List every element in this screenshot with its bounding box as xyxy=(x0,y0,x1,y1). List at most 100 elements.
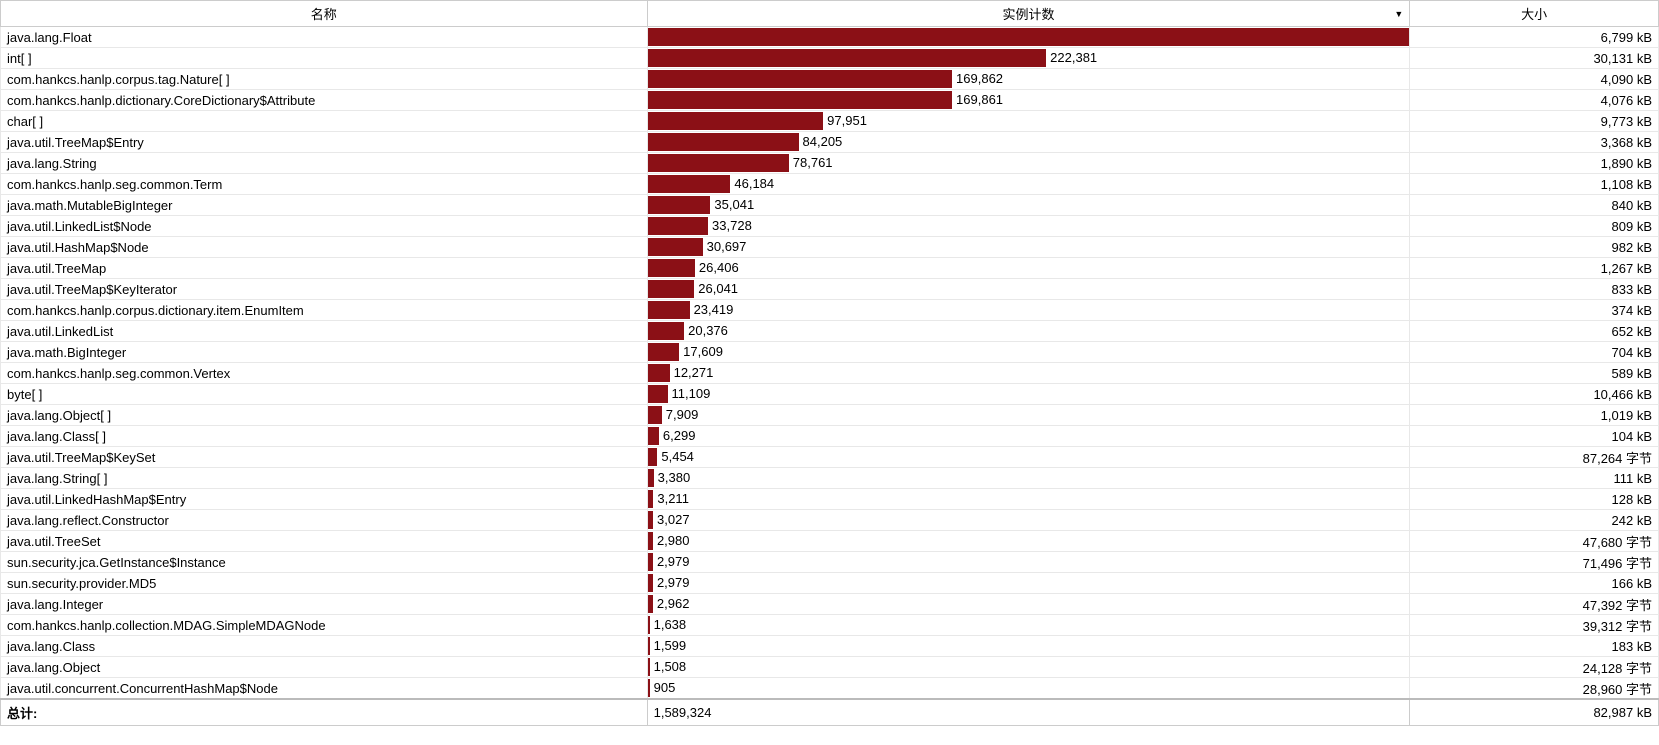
table-row[interactable]: java.util.concurrent.ConcurrentHashMap$N… xyxy=(1,678,1659,700)
instance-count-cell: 3,380 xyxy=(647,468,1410,489)
table-row[interactable]: java.lang.Class[ ]6,299104 kB xyxy=(1,426,1659,447)
count-value: 2,979 xyxy=(653,573,690,593)
class-name-cell: java.lang.Class xyxy=(1,636,648,657)
table-row[interactable]: java.util.TreeSet2,98047,680 字节 xyxy=(1,531,1659,552)
count-bar xyxy=(648,322,685,340)
count-bar xyxy=(648,133,799,151)
size-cell: 10,466 kB xyxy=(1410,384,1659,405)
count-value: 2,979 xyxy=(653,552,690,572)
table-row[interactable]: java.lang.String[ ]3,380111 kB xyxy=(1,468,1659,489)
count-value: 222,381 xyxy=(1046,48,1097,68)
instance-count-cell: 30,697 xyxy=(647,237,1410,258)
instance-count-cell: 6,299 xyxy=(647,426,1410,447)
instance-count-cell: 11,109 xyxy=(647,384,1410,405)
count-value: 1,638 xyxy=(650,615,687,635)
table-row[interactable]: char[ ]97,9519,773 kB xyxy=(1,111,1659,132)
class-name-cell: java.lang.Object[ ] xyxy=(1,405,648,426)
class-name-cell: java.util.concurrent.ConcurrentHashMap$N… xyxy=(1,678,648,700)
class-name-cell: sun.security.provider.MD5 xyxy=(1,573,648,594)
table-row[interactable]: com.hankcs.hanlp.dictionary.CoreDictiona… xyxy=(1,90,1659,111)
size-cell: 4,076 kB xyxy=(1410,90,1659,111)
count-value: 26,041 xyxy=(694,279,738,299)
class-name-cell: sun.security.jca.GetInstance$Instance xyxy=(1,552,648,573)
class-name-cell: java.util.LinkedList xyxy=(1,321,648,342)
count-bar xyxy=(648,49,1047,67)
size-cell: 4,090 kB xyxy=(1410,69,1659,90)
instance-count-cell: 35,041 xyxy=(647,195,1410,216)
count-value: 23,419 xyxy=(690,300,734,320)
size-cell: 1,267 kB xyxy=(1410,258,1659,279)
header-size[interactable]: 大小 xyxy=(1410,1,1659,27)
count-value: 46,184 xyxy=(730,174,774,194)
count-value: 20,376 xyxy=(684,321,728,341)
count-value: 33,728 xyxy=(708,216,752,236)
table-row[interactable]: sun.security.provider.MD52,979166 kB xyxy=(1,573,1659,594)
table-row[interactable]: byte[ ]11,10910,466 kB xyxy=(1,384,1659,405)
table-row[interactable]: java.lang.Class1,599 183 kB xyxy=(1,636,1659,657)
table-row[interactable]: java.math.BigInteger17,609704 kB xyxy=(1,342,1659,363)
count-bar xyxy=(648,154,789,172)
class-name-cell: int[ ] xyxy=(1,48,648,69)
table-row[interactable]: sun.security.jca.GetInstance$Instance2,9… xyxy=(1,552,1659,573)
table-row[interactable]: com.hankcs.hanlp.corpus.dictionary.item.… xyxy=(1,300,1659,321)
table-row[interactable]: com.hankcs.hanlp.corpus.tag.Nature[ ]169… xyxy=(1,69,1659,90)
table-row[interactable]: java.util.TreeMap$KeySet5,45487,264 字节 xyxy=(1,447,1659,468)
header-name[interactable]: 名称 xyxy=(1,1,648,27)
table-row[interactable]: int[ ]222,38130,131 kB xyxy=(1,48,1659,69)
instance-count-cell: 2,979 xyxy=(647,552,1410,573)
size-cell: 24,128 字节 xyxy=(1410,657,1659,678)
class-name-cell: com.hankcs.hanlp.corpus.tag.Nature[ ] xyxy=(1,69,648,90)
size-cell: 3,368 kB xyxy=(1410,132,1659,153)
header-size-label: 大小 xyxy=(1521,7,1547,22)
count-value: 7,909 xyxy=(662,405,699,425)
size-cell: 840 kB xyxy=(1410,195,1659,216)
instance-count-cell: 1,638 xyxy=(647,615,1410,636)
size-cell: 589 kB xyxy=(1410,363,1659,384)
table-row[interactable]: java.util.TreeMap$Entry84,2053,368 kB xyxy=(1,132,1659,153)
table-row[interactable]: java.lang.Float424,9856,799 kB xyxy=(1,27,1659,48)
count-value: 30,697 xyxy=(703,237,747,257)
count-bar xyxy=(648,343,680,361)
instance-count-cell: 12,271 xyxy=(647,363,1410,384)
class-name-cell: java.lang.reflect.Constructor xyxy=(1,510,648,531)
table-row[interactable]: com.hankcs.hanlp.seg.common.Term46,1841,… xyxy=(1,174,1659,195)
sort-desc-icon: ▼ xyxy=(1394,9,1403,19)
table-row[interactable]: java.util.HashMap$Node30,697982 kB xyxy=(1,237,1659,258)
count-value: 905 xyxy=(650,678,676,698)
table-row[interactable]: java.lang.String78,7611,890 kB xyxy=(1,153,1659,174)
table-row[interactable]: java.util.TreeMap$KeyIterator26,041833 k… xyxy=(1,279,1659,300)
count-value: 169,861 xyxy=(952,90,1003,110)
size-cell: 833 kB xyxy=(1410,279,1659,300)
size-cell: 809 kB xyxy=(1410,216,1659,237)
table-row[interactable]: java.util.LinkedList 20,376 652 kB xyxy=(1,321,1659,342)
instance-count-cell: 46,184 xyxy=(647,174,1410,195)
count-value: 1,599 xyxy=(650,636,687,656)
header-count[interactable]: 实例计数 ▼ xyxy=(647,1,1410,27)
count-bar xyxy=(648,70,952,88)
size-cell: 1,019 kB xyxy=(1410,405,1659,426)
table-row[interactable]: java.util.LinkedList$Node33,728809 kB xyxy=(1,216,1659,237)
class-name-cell: java.util.LinkedHashMap$Entry xyxy=(1,489,648,510)
heap-table-container: 名称 实例计数 ▼ 大小 java.lang.Float424,9856,799… xyxy=(0,0,1659,726)
table-row[interactable]: java.math.MutableBigInteger35,041840 kB xyxy=(1,195,1659,216)
table-row[interactable]: com.hankcs.hanlp.seg.common.Vertex12,271… xyxy=(1,363,1659,384)
table-row[interactable]: java.util.TreeMap26,4061,267 kB xyxy=(1,258,1659,279)
instance-count-cell: 905 xyxy=(647,678,1410,700)
table-row[interactable]: java.lang.Integer2,96247,392 字节 xyxy=(1,594,1659,615)
instance-count-cell: 2,980 xyxy=(647,531,1410,552)
table-row[interactable]: com.hankcs.hanlp.collection.MDAG.SimpleM… xyxy=(1,615,1659,636)
count-bar xyxy=(648,238,703,256)
instance-count-cell: 26,406 xyxy=(647,258,1410,279)
table-row[interactable]: java.lang.reflect.Constructor3,027242 kB xyxy=(1,510,1659,531)
count-bar xyxy=(648,196,711,214)
table-row[interactable]: java.lang.Object1,50824,128 字节 xyxy=(1,657,1659,678)
count-value: 17,609 xyxy=(679,342,723,362)
class-name-cell: java.util.TreeMap xyxy=(1,258,648,279)
count-bar xyxy=(648,301,690,319)
size-cell: 183 kB xyxy=(1410,636,1659,657)
table-row[interactable]: java.util.LinkedHashMap$Entry3,211128 kB xyxy=(1,489,1659,510)
table-row[interactable]: java.lang.Object[ ] 7,909 1,019 kB xyxy=(1,405,1659,426)
size-cell: 652 kB xyxy=(1410,321,1659,342)
count-bar xyxy=(648,91,952,109)
instance-count-cell: 5,454 xyxy=(647,447,1410,468)
